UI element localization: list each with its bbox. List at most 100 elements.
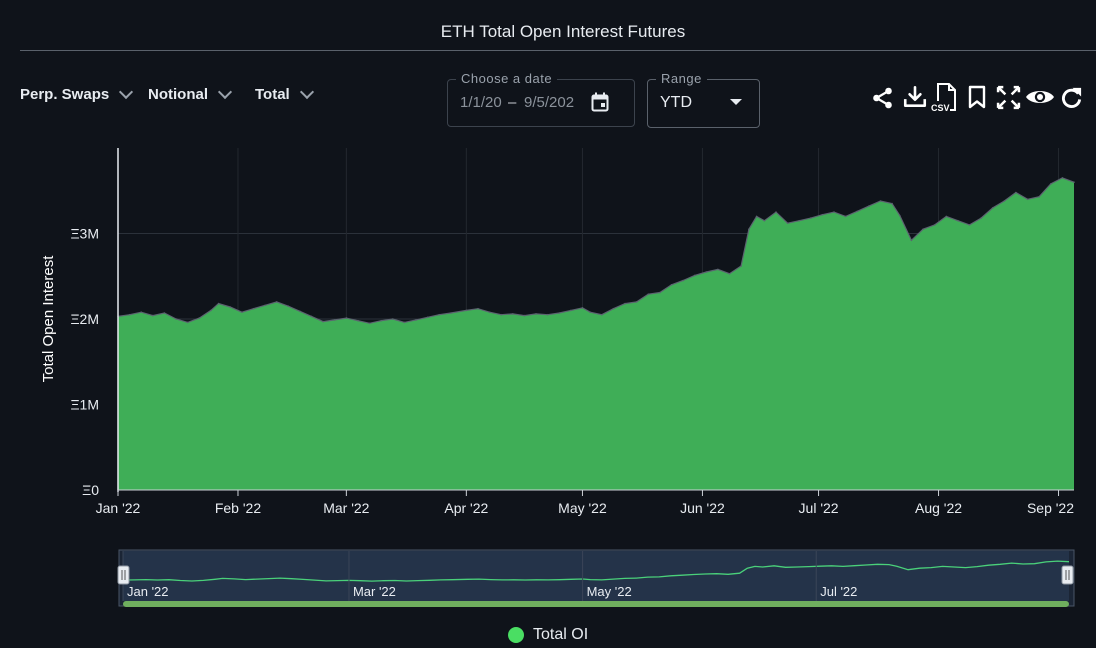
data-point xyxy=(1050,183,1052,185)
data-point xyxy=(589,311,591,314)
data-point xyxy=(403,321,406,324)
caret-down-icon xyxy=(730,99,742,105)
download-icon[interactable] xyxy=(902,84,928,110)
data-point xyxy=(856,210,859,213)
data-point xyxy=(682,279,684,282)
x-axis-ticks: Jan '22 Feb '22 Mar '22 Apr '22 May '22 Jun '… xyxy=(96,490,1074,516)
data-point xyxy=(345,317,348,319)
data-point xyxy=(821,213,824,216)
data-point xyxy=(717,268,719,271)
data-point xyxy=(252,307,255,310)
denomination-selector-label: Notional xyxy=(148,86,208,103)
data-point xyxy=(380,319,383,322)
date-range-picker[interactable]: Choose a date 1/1/20 – 9/5/202 xyxy=(447,71,635,127)
navigator-series-line xyxy=(122,560,1070,582)
y-tick-label: Ξ1M xyxy=(70,397,99,413)
date-end-input[interactable]: 9/5/202 xyxy=(524,94,575,111)
data-point xyxy=(844,215,847,218)
csv-file-icon[interactable]: CSV xyxy=(930,82,958,114)
data-point xyxy=(891,202,893,205)
refresh-icon[interactable] xyxy=(1060,86,1083,109)
x-tick-label: Jun '22 xyxy=(680,500,725,516)
data-point xyxy=(570,309,572,312)
x-tick-label: Jan '22 xyxy=(96,500,141,516)
range-label: Range xyxy=(656,71,707,86)
data-point xyxy=(1061,177,1064,179)
data-point xyxy=(833,211,835,213)
share-icon[interactable] xyxy=(870,86,895,110)
data-point xyxy=(415,319,417,321)
data-point xyxy=(152,314,154,317)
x-tick-label: Feb '22 xyxy=(215,500,261,516)
instrument-selector-label: Perp. Swaps xyxy=(20,86,110,103)
chevron-down-icon xyxy=(119,84,134,99)
data-point xyxy=(581,307,584,309)
navigator-selection[interactable] xyxy=(123,551,1069,601)
y-axis-label: Total Open Interest xyxy=(40,255,57,383)
navigator-left-handle[interactable] xyxy=(117,565,130,585)
data-point xyxy=(241,311,243,314)
data-point xyxy=(128,313,131,316)
data-point xyxy=(1015,191,1017,194)
navigator-tick-label: Jul '22 xyxy=(820,584,857,599)
data-point xyxy=(465,309,468,312)
calendar-icon[interactable] xyxy=(591,92,609,112)
data-point xyxy=(1003,200,1006,202)
date-picker-label: Choose a date xyxy=(456,71,558,86)
data-point xyxy=(740,265,742,267)
data-point xyxy=(612,307,615,310)
data-point xyxy=(264,304,266,307)
data-point xyxy=(426,316,429,319)
denomination-selector[interactable]: Notional xyxy=(148,84,233,103)
data-point xyxy=(910,239,913,242)
aggregation-selector[interactable]: Total xyxy=(255,84,314,103)
data-point xyxy=(868,205,870,207)
navigator-scrollbar[interactable] xyxy=(123,601,1069,607)
eye-icon[interactable] xyxy=(1025,86,1055,108)
data-point xyxy=(957,219,959,222)
navigator[interactable]: Jan '22 Mar '22 May '22 Jul '22 xyxy=(117,549,1075,607)
data-point xyxy=(546,313,549,316)
range-select[interactable]: Range YTD xyxy=(647,71,760,128)
data-point xyxy=(175,318,177,320)
date-start-input[interactable]: 1/1/20 xyxy=(460,94,502,111)
x-tick-label: Jul '22 xyxy=(799,500,839,516)
data-point xyxy=(693,274,696,277)
data-point xyxy=(775,211,777,213)
data-point xyxy=(275,301,278,303)
y-tick-label: Ξ0 xyxy=(82,482,99,498)
data-point xyxy=(810,217,812,219)
y-tick-label: Ξ3M xyxy=(70,226,99,242)
data-point xyxy=(117,315,119,318)
y-tick-label: Ξ2M xyxy=(70,311,99,327)
data-point xyxy=(659,291,661,294)
bookmark-icon[interactable] xyxy=(967,85,987,110)
range-value: YTD xyxy=(660,94,692,111)
legend-dot-icon xyxy=(508,627,524,643)
x-tick-label: May '22 xyxy=(558,500,607,516)
series-area-total-oi[interactable] xyxy=(118,177,1074,490)
chevron-down-icon xyxy=(217,84,233,99)
data-point xyxy=(488,311,491,314)
x-tick-label: Mar '22 xyxy=(323,500,369,516)
data-point xyxy=(217,302,220,305)
data-point xyxy=(287,305,290,308)
instrument-selector[interactable]: Perp. Swaps xyxy=(20,84,134,103)
data-point xyxy=(670,284,673,286)
data-point xyxy=(601,313,603,316)
legend-label: Total OI xyxy=(533,626,589,643)
data-point xyxy=(322,320,324,323)
data-point xyxy=(558,312,560,314)
data-point xyxy=(945,215,948,218)
fullscreen-icon[interactable] xyxy=(996,85,1021,110)
legend-item-total-oi[interactable]: Total OI xyxy=(508,626,588,644)
gridlines xyxy=(117,148,1074,490)
x-tick-label: Aug '22 xyxy=(915,500,962,516)
data-point xyxy=(333,319,336,321)
data-point xyxy=(647,293,650,296)
title-divider xyxy=(20,50,1096,51)
data-point xyxy=(523,314,526,317)
data-point xyxy=(310,315,313,318)
data-point xyxy=(357,319,359,322)
navigator-right-handle[interactable] xyxy=(1061,565,1074,585)
